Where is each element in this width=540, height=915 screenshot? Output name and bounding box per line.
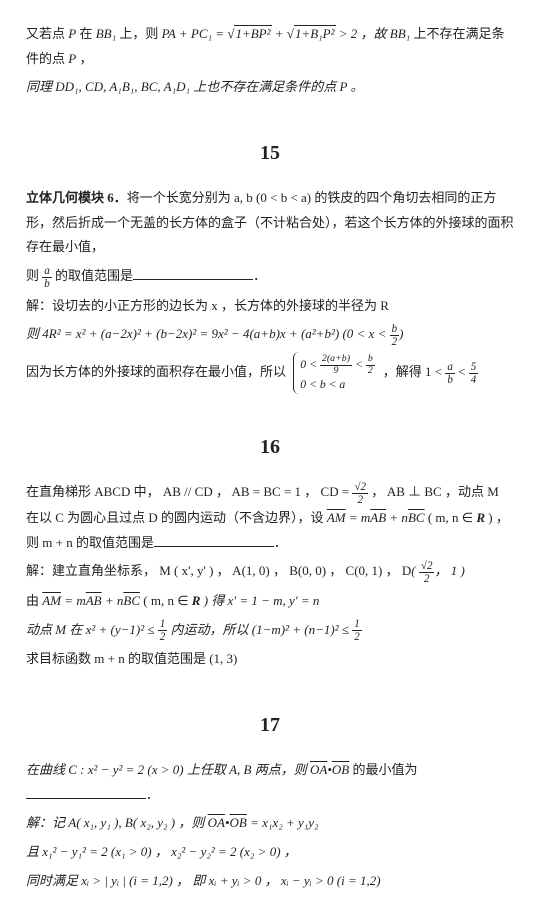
- q15-sol3: 因为长方体的外接球的面积存在最小值，所以 0 < 2(a+b)9 < b20 <…: [26, 352, 514, 394]
- t: 1+BP²: [234, 25, 271, 41]
- t: ) 得 x' = 1 − m, y' = n: [200, 593, 319, 608]
- t: 上，则: [116, 26, 162, 41]
- t: 2: [419, 573, 435, 585]
- t: 在曲线 C : x² − y² = 2 (x > 0) 上任取 A, B 两点，…: [26, 762, 310, 777]
- t: BB₁: [96, 26, 116, 41]
- answer-blank: [154, 533, 274, 547]
- t: + n: [386, 510, 408, 525]
- q16-sol3: 动点 M 在 x² + (y−1)² ≤ 12 内运动，所以 (1−m)² + …: [26, 618, 514, 644]
- t: √2: [352, 481, 368, 494]
- t: √2: [419, 560, 435, 573]
- t: 1: [352, 618, 362, 631]
- t: 1: [158, 618, 168, 631]
- q15-ask: 则 ab 的取值范围是．: [26, 264, 514, 290]
- t: 0 < b < a: [300, 377, 375, 392]
- t: BC: [123, 593, 140, 608]
- preamble-line-2: 同理 DD₁, CD, A₁B₁, BC, A₁D₁ 上也不存在满足条件的点 P…: [26, 75, 514, 100]
- t: 2: [158, 631, 168, 643]
- t: AM: [327, 510, 346, 525]
- t: AM: [42, 593, 61, 608]
- t: ( m, n ∈: [425, 510, 477, 525]
- t: AB: [86, 593, 102, 608]
- q15-sol2: 则 4R² = x² + (a−2x)² + (b−2x)² = 9x² − 4…: [26, 322, 514, 348]
- t: 则: [26, 268, 42, 283]
- t: 同理 DD₁, CD, A₁B₁, BC, A₁D₁ 上也不存在满足条件的点 P…: [26, 79, 364, 94]
- t: 0 <: [300, 358, 320, 371]
- t: 1+B₁P²: [294, 25, 336, 41]
- q16-sol1: 解：建立直角坐标系， M ( x', y' ) ， A(1, 0) ， B(0,…: [26, 559, 514, 585]
- t: <: [455, 364, 469, 379]
- t: 则 4R² = x² + (a−2x)² + (b−2x)² = 9x² − 4…: [26, 326, 342, 341]
- t: a: [42, 265, 52, 278]
- t: = m: [61, 593, 86, 608]
- q15-body: 立体几何模块 6．将一个长宽分别为 a, b (0 < b < a) 的铁皮的四…: [26, 186, 514, 260]
- t: 5: [469, 361, 479, 374]
- t: + n: [102, 593, 124, 608]
- t: 的取值范围是: [52, 268, 133, 283]
- t: 9: [320, 366, 352, 377]
- t: > 2 ，故: [336, 26, 390, 41]
- q17-sol1: 解：记 A( x₁, y₁ ), B( x₂, y₂ ) ，则 OA•OB = …: [26, 811, 514, 836]
- q16-sol2: 由 AM = mAB + nBC ( m, n ∈ R ) 得 x' = 1 −…: [26, 589, 514, 614]
- t: 因为长方体的外接球的面积存在最小值，所以: [26, 364, 289, 379]
- q17-sol3: 同时满足 xᵢ > | yᵢ | (i = 1,2) ， 即 xᵢ + yᵢ >…: [26, 869, 514, 894]
- t: BB₁: [390, 26, 410, 41]
- q17-body: 在曲线 C : x² − y² = 2 (x > 0) 上任取 A, B 两点，…: [26, 758, 514, 807]
- q17-sol2: 且 x₁² − y₁² = 2 (x₁ > 0) ， x₂² − y₂² = 2…: [26, 840, 514, 865]
- t: <: [352, 358, 366, 371]
- t: 由: [26, 593, 42, 608]
- t: ( m, n ∈: [140, 593, 192, 608]
- section-number-17: 17: [26, 706, 514, 744]
- t: 内运动，所以 (1−m)² + (n−1)² ≤: [167, 622, 352, 637]
- t: 2: [366, 366, 375, 377]
- q15-lead: 立体几何模块 6．: [26, 190, 127, 205]
- t: +: [272, 26, 287, 41]
- section-number-15: 15: [26, 134, 514, 172]
- t: AB: [370, 510, 386, 525]
- t: 2: [352, 494, 368, 506]
- preamble-line-1: 又若点 P 在 BB₁ 上，则 PA + PC₁ = √1+BP² + √1+B…: [26, 22, 514, 71]
- t: ， 1: [434, 563, 457, 578]
- t: 动点 M 在 x² + (y−1)² ≤: [26, 622, 158, 637]
- t: R: [476, 510, 485, 525]
- t: OB: [230, 815, 247, 830]
- t: P: [68, 51, 76, 66]
- t: 在直角梯形 ABCD 中， AB // CD ， AB = BC = 1 ， C…: [26, 484, 352, 499]
- t: OA: [310, 762, 327, 777]
- t: OA: [208, 815, 225, 830]
- q15-sol1: 解：设切去的小正方形的边长为 x ，长方体的外接球的半径为 R: [26, 294, 514, 319]
- t: 又若点: [26, 26, 68, 41]
- q16-body: 在直角梯形 ABCD 中， AB // CD ， AB = BC = 1 ， C…: [26, 480, 514, 555]
- t: b: [445, 374, 455, 386]
- t: 在: [76, 26, 96, 41]
- t: = x₁x₂ + y₁y₂: [247, 815, 319, 830]
- section-number-16: 16: [26, 428, 514, 466]
- t: 0 < x <: [347, 326, 390, 341]
- t: 解：记 A( x₁, y₁ ), B( x₂, y₂ ) ，则: [26, 815, 208, 830]
- t: 2: [352, 631, 362, 643]
- answer-blank: [133, 266, 253, 280]
- t: b: [42, 278, 52, 290]
- t: 2: [390, 336, 400, 348]
- t: 的最小值为: [349, 762, 417, 777]
- t: a: [445, 361, 455, 374]
- q16-sol4: 求目标函数 m + n 的取值范围是 (1, 3): [26, 647, 514, 672]
- brace: 0 < 2(a+b)9 < b20 < b < a: [293, 352, 379, 394]
- t: b: [390, 323, 400, 336]
- t: = m: [346, 510, 371, 525]
- t: ，解得 1 <: [383, 364, 446, 379]
- t: 4: [469, 374, 479, 386]
- t: BC: [408, 510, 425, 525]
- t: 解：建立直角坐标系， M ( x', y' ) ， A(1, 0) ， B(0,…: [26, 563, 411, 578]
- answer-blank: [26, 785, 146, 799]
- t: OB: [332, 762, 349, 777]
- t: PA + PC₁ =: [162, 26, 228, 41]
